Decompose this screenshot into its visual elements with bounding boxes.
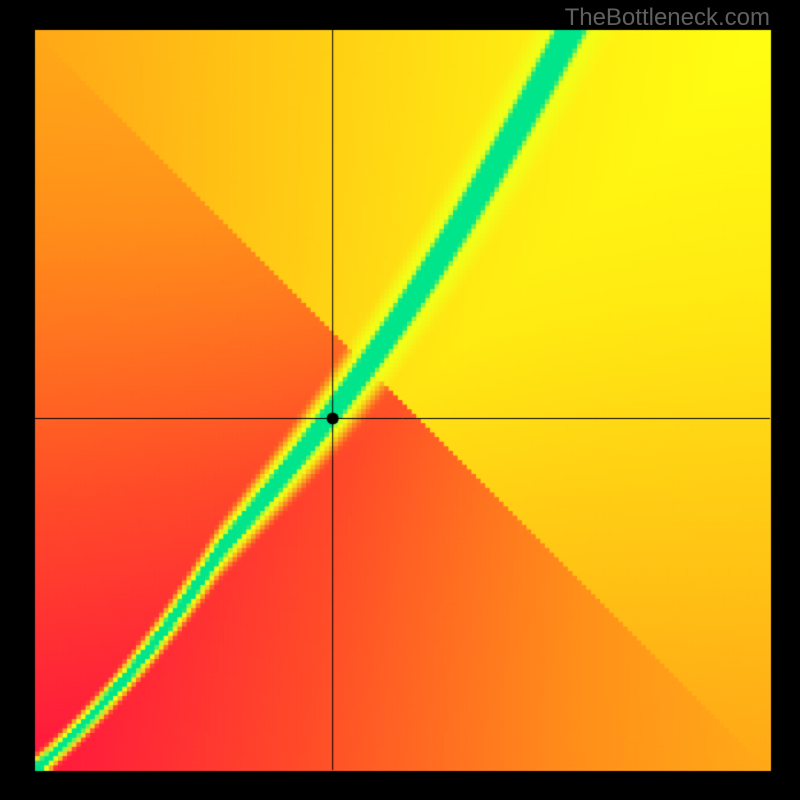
chart-container: TheBottleneck.com — [0, 0, 800, 800]
bottleneck-heatmap — [0, 0, 800, 800]
watermark-text: TheBottleneck.com — [565, 4, 770, 32]
